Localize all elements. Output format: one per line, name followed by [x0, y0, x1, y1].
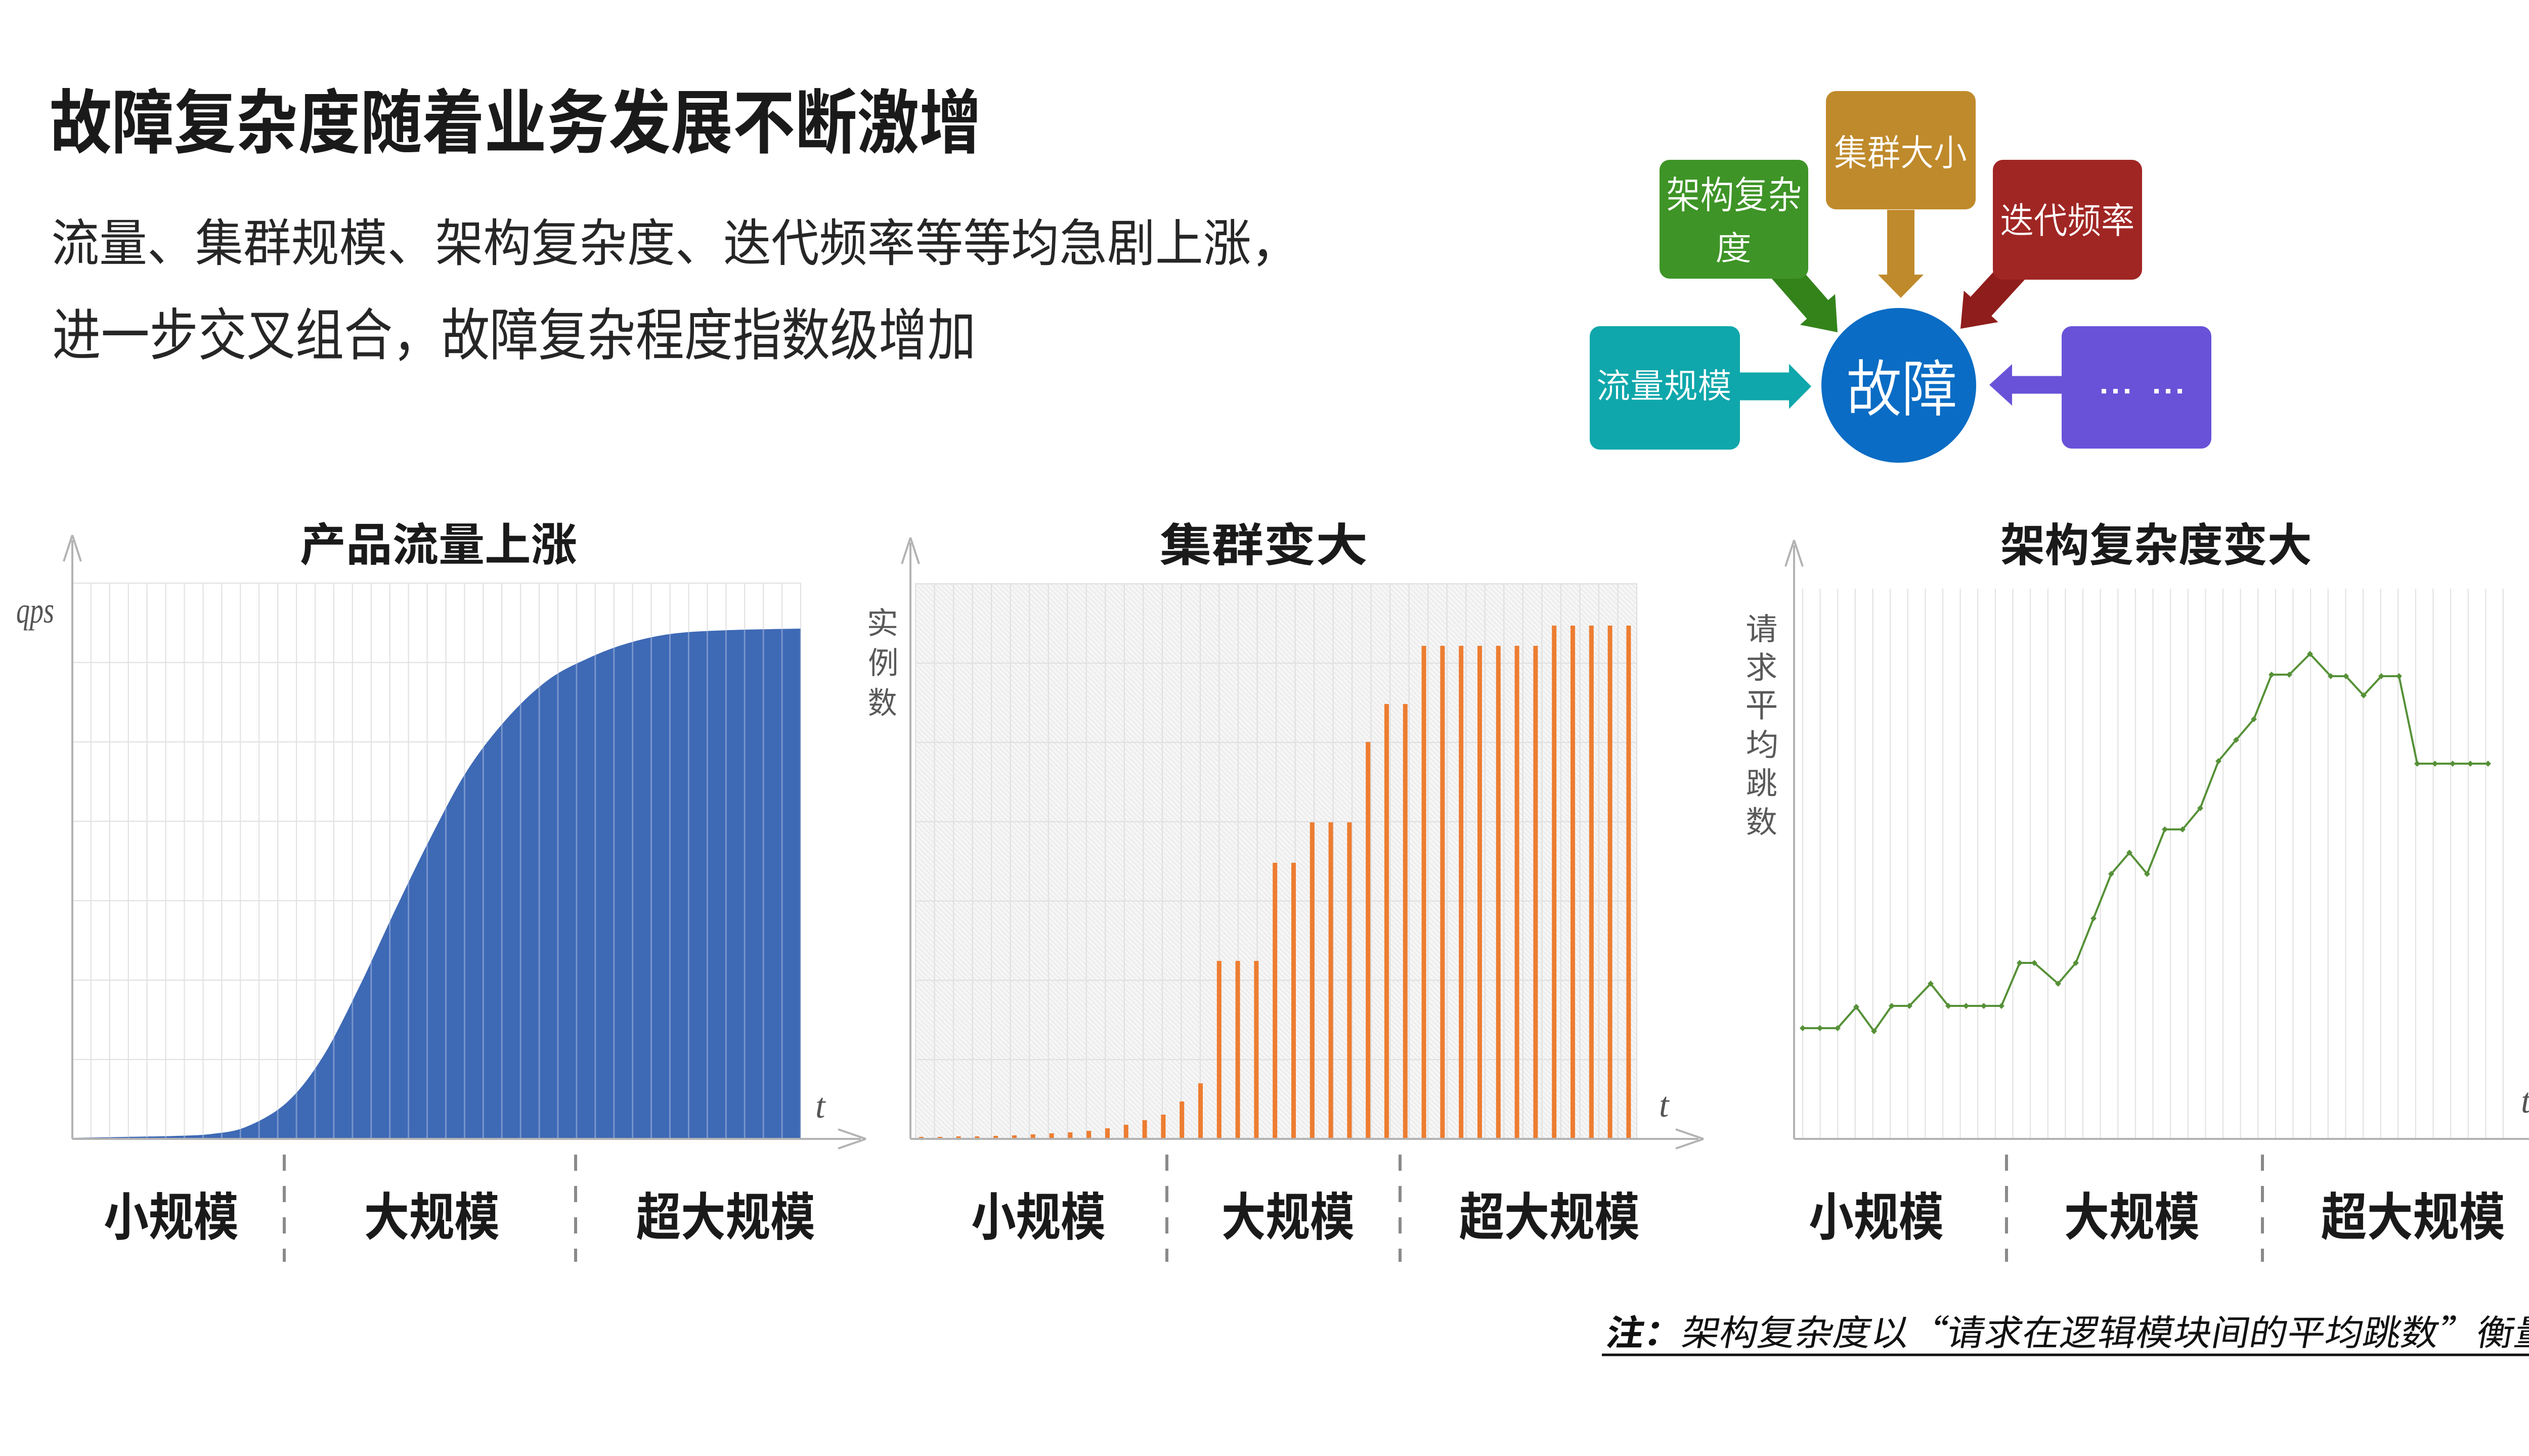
- svg-text:t: t: [1659, 1086, 1670, 1125]
- svg-text:t: t: [2521, 1082, 2529, 1121]
- svg-text:t: t: [815, 1087, 826, 1126]
- svg-text:qps: qps: [16, 590, 54, 631]
